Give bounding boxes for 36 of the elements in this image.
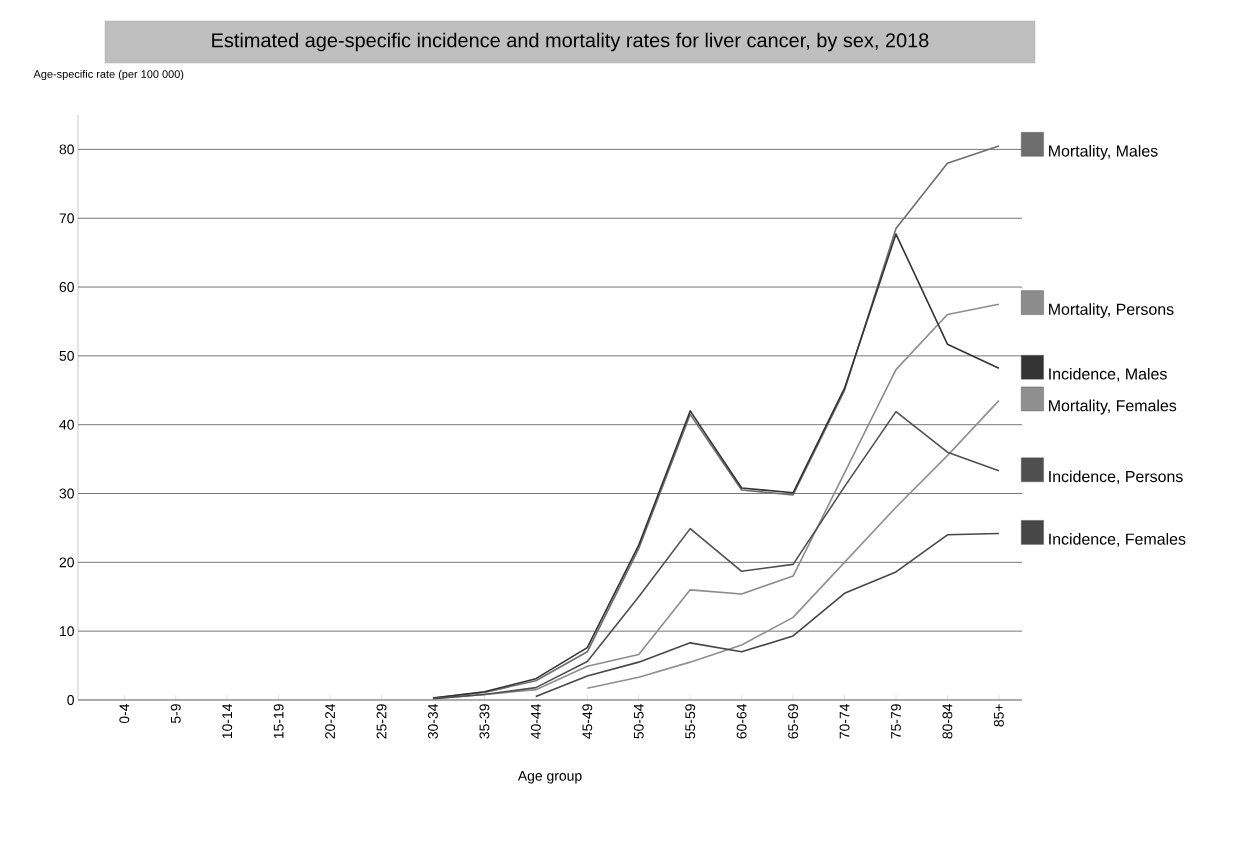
y-tick-label: 70: [59, 213, 74, 224]
chart-title: Estimated age-specific incidence and mortality rates for liver cancer, by sex, 2018: [212, 32, 929, 52]
x-tick-label: 30-34: [428, 703, 438, 739]
x-tick-label: 15-19: [273, 704, 284, 739]
x-tick-label: 25-29: [376, 704, 387, 739]
legend-label: Mortality, Persons: [1049, 303, 1174, 319]
x-axis-title: Age group: [517, 771, 582, 784]
y-tick-label: 50: [59, 350, 74, 361]
x-tick-label: 70-74: [839, 703, 850, 739]
x-tick-label: 45-49: [582, 704, 593, 739]
x-tick-label: 10-14: [222, 703, 233, 739]
legend-label: Incidence, Persons: [1049, 470, 1183, 485]
y-tick-label: 30: [59, 488, 74, 499]
y-tick-label: 10: [60, 626, 74, 637]
x-tick-label: 85+: [993, 704, 1004, 727]
x-tick-label: 0-4: [119, 703, 130, 724]
x-tick-label: 35-39: [479, 704, 490, 739]
legend-label: Mortality, Females: [1049, 399, 1177, 415]
x-tick-label: 60-64: [736, 703, 747, 739]
x-tick-label: 50-54: [633, 703, 644, 739]
y-tick-label: 20: [59, 557, 74, 568]
x-tick-label: 80-84: [942, 703, 953, 739]
y-tick-label: 80: [59, 144, 74, 155]
y-tick-label: 40: [59, 419, 74, 430]
x-tick-label: 20-24: [325, 703, 336, 739]
x-tick-label: 55-59: [685, 704, 696, 739]
x-tick-label: 65-69: [788, 704, 799, 739]
y-tick-label: 60: [59, 282, 74, 292]
legend-label: Incidence, Females: [1049, 533, 1186, 547]
x-tick-label: 40-44: [530, 703, 541, 739]
x-tick-label: 5-9: [170, 704, 181, 724]
legend-label: Mortality, Males: [1049, 144, 1158, 160]
x-tick-label: 75-79: [891, 704, 901, 739]
y-tick-label: 0: [67, 695, 74, 705]
legend-label: Incidence, Males: [1049, 367, 1167, 382]
y-axis-title: Age-specific rate (per 100 000): [33, 69, 184, 81]
